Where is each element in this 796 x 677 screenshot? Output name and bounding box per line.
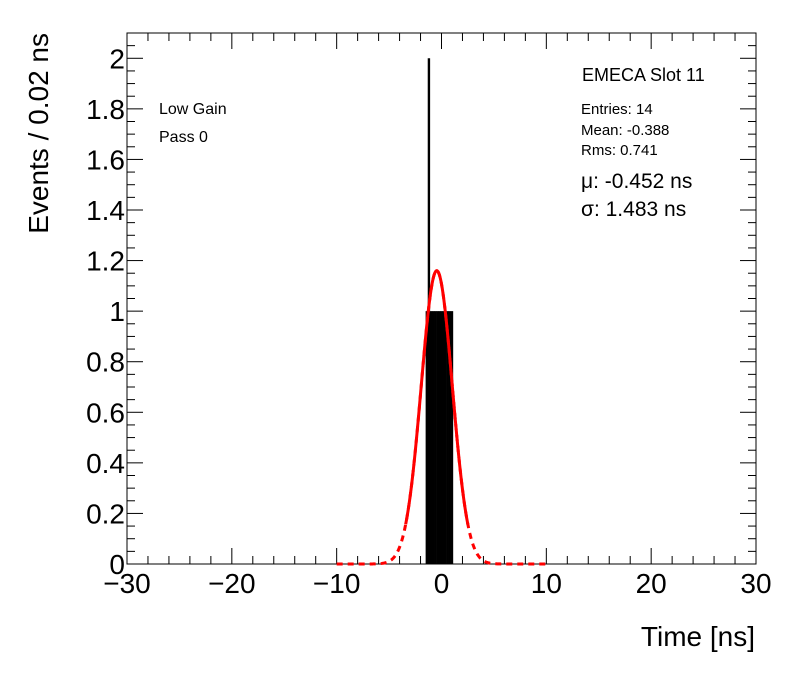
x-tick-label: 30: [740, 568, 771, 599]
tick-labels: −30 −20 −10 0 10 20 30 0 0.2 0.4 0.6 0.8 1 1.2 1.4 1.6 1…: [86, 43, 772, 599]
y-tick-label: 0.4: [86, 448, 125, 479]
x-tick-label: −10: [313, 568, 361, 599]
y-tick-label: 0: [109, 549, 125, 580]
y-tick-label: 2: [109, 43, 125, 74]
x-tick-label: 0: [434, 568, 450, 599]
axis-ticks: [126, 32, 757, 565]
stats-mean: Mean: -0.388: [581, 122, 669, 139]
x-axis-label: Time [ns]: [641, 621, 755, 652]
y-tick-label: 0.2: [86, 498, 125, 529]
chart-title: EMECA Slot 11: [582, 65, 705, 85]
y-tick-label: 1: [109, 296, 125, 327]
y-tick-label: 0.8: [86, 347, 125, 378]
stats-rms: Rms: 0.741: [581, 142, 658, 159]
fit-curve: [336, 269, 547, 566]
y-tick-label: 1.6: [86, 144, 125, 175]
pass-label: Pass 0: [159, 129, 208, 146]
gain-label: Low Gain: [159, 101, 227, 118]
fit-sigma-label: σ: 1.483 ns: [581, 198, 686, 221]
y-tick-label: 0.6: [86, 397, 125, 428]
y-tick-label: 1.8: [86, 94, 125, 125]
stats-entries: Entries: 14: [581, 101, 653, 118]
fit-mean-label: μ: -0.452 ns: [581, 170, 692, 193]
fit-curve-solid: [404, 269, 470, 525]
x-tick-label: 20: [636, 568, 667, 599]
x-tick-label: −30: [103, 568, 151, 599]
x-tick-label: −20: [208, 568, 256, 599]
y-tick-label: 1.2: [86, 246, 125, 277]
y-tick-label: 1.4: [86, 195, 125, 226]
x-tick-label: 10: [531, 568, 562, 599]
y-axis-label: Events / 0.02 ns: [23, 33, 54, 234]
